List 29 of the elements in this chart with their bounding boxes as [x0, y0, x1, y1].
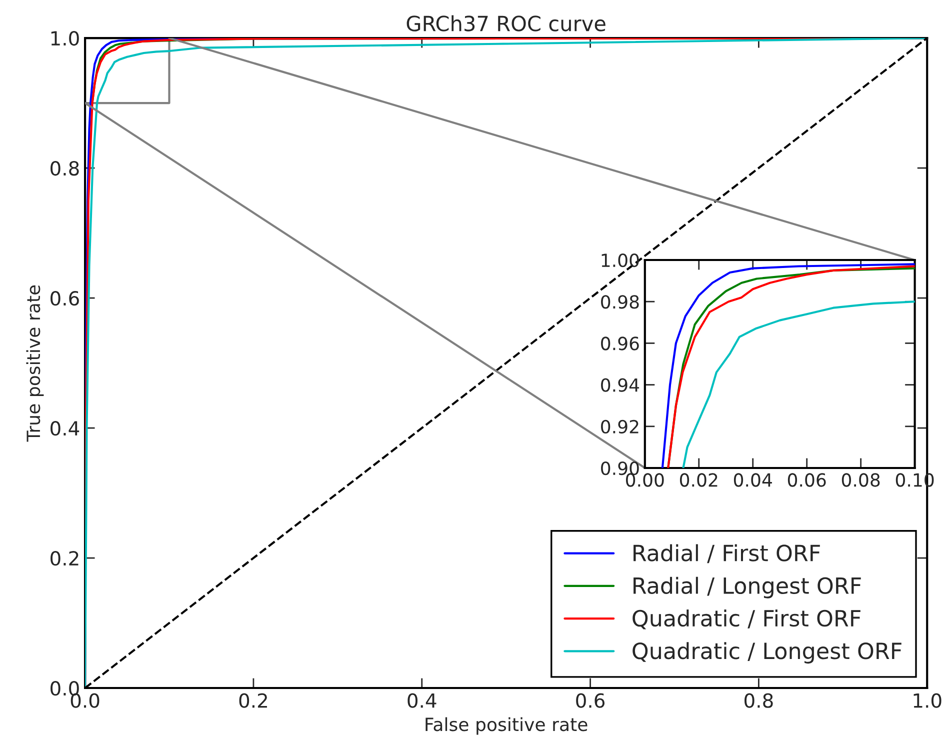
x-tick-label: 1.0 [914, 693, 942, 708]
y-tick-label: 0.90 [601, 461, 639, 476]
x-tick-label: 0.08 [842, 473, 880, 487]
x-axis-title: False positive rate [426, 717, 588, 735]
y-tick-label: 0.92 [601, 420, 638, 434]
legend-label: Radial / First ORF [634, 544, 820, 564]
y-tick-label: 0.6 [50, 290, 79, 306]
y-axis-title: True positive rate [26, 285, 44, 442]
y-tick-label: 0.94 [601, 378, 640, 392]
y-tick-label: 1.00 [602, 253, 639, 268]
y-tick-label: 1.0 [51, 30, 79, 46]
y-tick-label: 0.96 [601, 336, 639, 350]
y-tick-label: 0.4 [50, 420, 80, 436]
x-tick-label: 0.00 [626, 473, 664, 487]
x-tick-label: 0.2 [239, 693, 267, 708]
y-tick-label: 0.98 [601, 295, 639, 309]
x-tick-label: 0.02 [680, 473, 718, 487]
x-tick-label: 0.04 [734, 473, 772, 487]
y-tick-label: 0.2 [50, 550, 78, 566]
x-tick-label: 0.4 [408, 693, 436, 708]
legend-label: Quadratic / Longest ORF [632, 642, 902, 664]
x-tick-label: 0.06 [788, 473, 826, 487]
chart-title: GRCh37 ROC curve [406, 15, 606, 32]
x-tick-label: 0.6 [576, 693, 605, 708]
y-tick-label: 0.8 [50, 160, 79, 176]
line-series [682, 300, 915, 468]
legend-label: Quadratic / First ORF [632, 609, 860, 630]
legend-label: Radial / Longest ORF [634, 576, 861, 598]
x-tick-label: 0.8 [744, 693, 773, 708]
